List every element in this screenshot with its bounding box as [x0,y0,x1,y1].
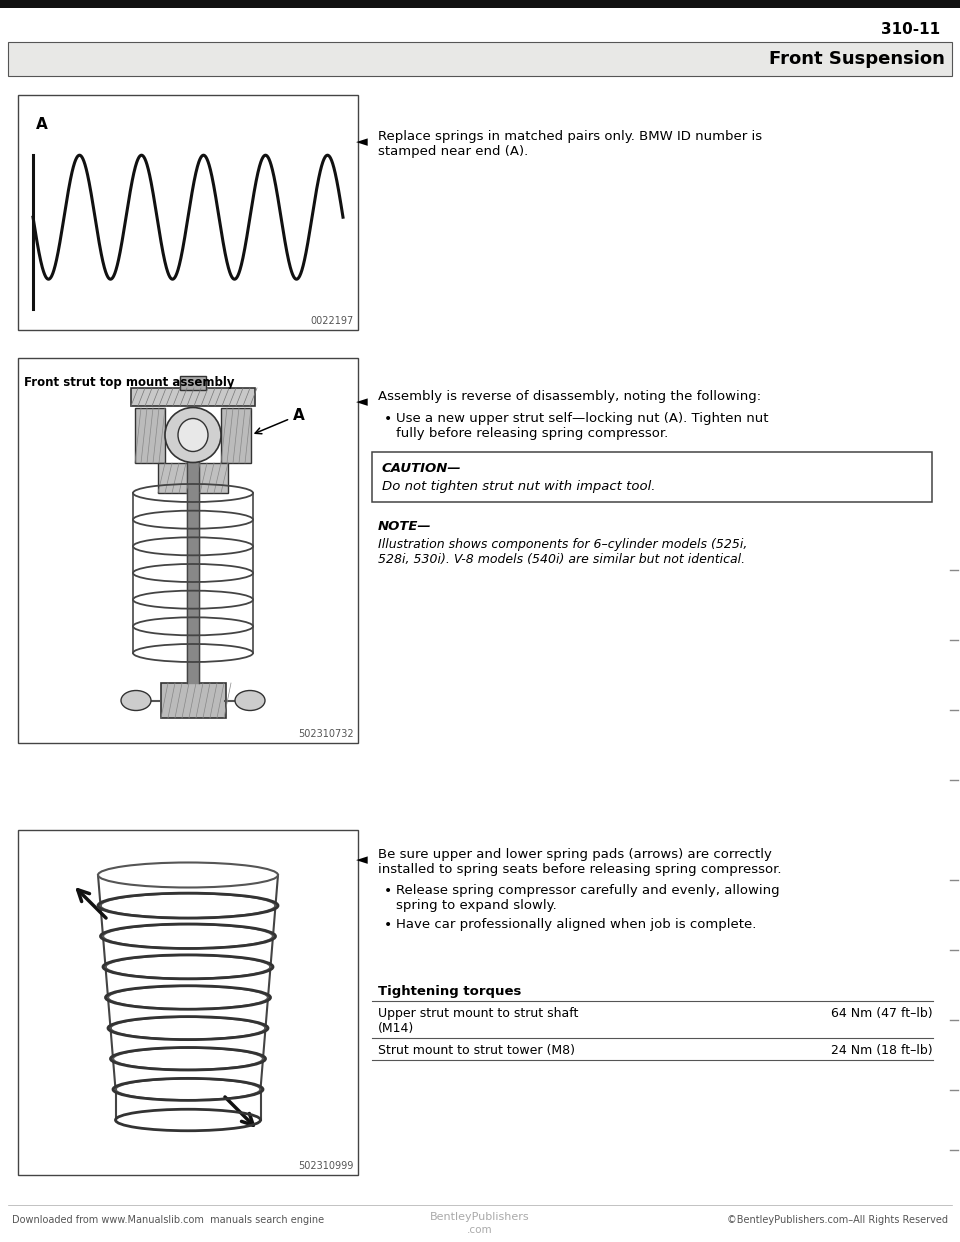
Text: Strut mount to strut tower (M8): Strut mount to strut tower (M8) [378,1045,575,1057]
Text: Downloaded from www.Manualslib.com  manuals search engine: Downloaded from www.Manualslib.com manua… [12,1215,324,1225]
Bar [131,388,255,406]
Text: •: • [384,412,393,426]
Text: installed to spring seats before releasing spring compressor.: installed to spring seats before releasi… [378,863,781,876]
Text: Tightening torques: Tightening torques [378,985,521,999]
Text: 310-11: 310-11 [881,22,940,37]
Text: Upper strut mount to strut shaft: Upper strut mount to strut shaft [378,1007,578,1020]
Bar [0,0,960,7]
Text: 502310999: 502310999 [299,1161,354,1171]
Text: Illustration shows components for 6–cylinder models (525i,: Illustration shows components for 6–cyli… [378,538,748,551]
Text: ◄: ◄ [356,394,368,409]
Bar [135,409,165,463]
Text: A: A [36,117,48,132]
Text: Front Suspension: Front Suspension [769,50,945,68]
Text: stamped near end (A).: stamped near end (A). [378,145,528,158]
Ellipse shape [178,419,208,452]
Text: Assembly is reverse of disassembly, noting the following:: Assembly is reverse of disassembly, noti… [378,390,761,402]
Text: 528i, 530i). V-8 models (540i) are similar but not identical.: 528i, 530i). V-8 models (540i) are simil… [378,553,745,566]
Text: spring to expand slowly.: spring to expand slowly. [396,899,557,912]
Ellipse shape [121,691,151,710]
Bar [161,683,226,718]
Text: fully before releasing spring compressor.: fully before releasing spring compressor… [396,427,668,440]
Text: .com: .com [468,1225,492,1235]
Text: •: • [384,918,393,932]
Text: BentleyPublishers: BentleyPublishers [430,1212,530,1222]
Text: 24 Nm (18 ft–lb): 24 Nm (18 ft–lb) [831,1045,933,1057]
Text: NOTE—: NOTE— [378,520,432,533]
Text: ◄: ◄ [356,852,368,867]
Text: Have car professionally aligned when job is complete.: Have car professionally aligned when job… [396,918,756,932]
Text: (M14): (M14) [378,1022,415,1035]
Text: Use a new upper strut self—locking nut (A). Tighten nut: Use a new upper strut self—locking nut (… [396,412,769,425]
Text: 0022197: 0022197 [311,315,354,325]
Text: Do not tighten strut nut with impact tool.: Do not tighten strut nut with impact too… [382,479,656,493]
Text: ©BentleyPublishers.com–All Rights Reserved: ©BentleyPublishers.com–All Rights Reserv… [727,1215,948,1225]
Ellipse shape [165,407,221,462]
Text: •: • [384,884,393,898]
Text: Be sure upper and lower spring pads (arrows) are correctly: Be sure upper and lower spring pads (arr… [378,848,772,861]
Text: 502310732: 502310732 [299,729,354,739]
Bar [8,42,952,76]
Bar [372,452,932,502]
Text: Front strut top mount assembly: Front strut top mount assembly [24,376,234,389]
Bar [18,830,358,1175]
Text: ◄: ◄ [356,134,368,149]
Text: Replace springs in matched pairs only. BMW ID number is: Replace springs in matched pairs only. B… [378,130,762,143]
Ellipse shape [235,691,265,710]
Bar [180,376,206,390]
Text: CAUTION—: CAUTION— [382,462,462,474]
Text: 64 Nm (47 ft–lb): 64 Nm (47 ft–lb) [831,1007,933,1020]
Bar [18,358,358,743]
Bar [158,463,228,493]
Bar [221,409,251,463]
Text: Release spring compressor carefully and evenly, allowing: Release spring compressor carefully and … [396,884,780,897]
Text: A: A [255,407,304,433]
Bar [18,94,358,330]
